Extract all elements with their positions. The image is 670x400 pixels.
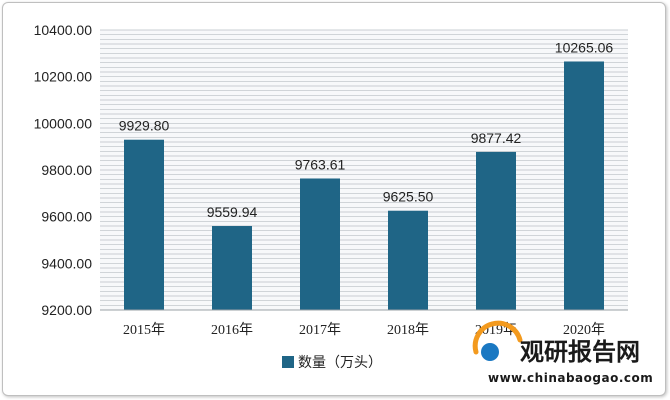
- x-tick-label: 2018年: [387, 322, 429, 338]
- data-label: 9763.61: [295, 156, 346, 172]
- gridlines: [100, 29, 628, 311]
- watermark-logo-icon: [472, 320, 523, 361]
- watermark-brand: 观研报告网: [520, 338, 640, 366]
- y-tick-label: 9400.00: [41, 255, 92, 271]
- legend-label: 数量（万头）: [298, 355, 382, 371]
- legend-swatch: [282, 356, 294, 368]
- data-label: 9625.50: [383, 189, 434, 205]
- watermark-url: www.chinabaogao.com: [488, 371, 653, 385]
- watermark: 观研报告网 www.chinabaogao.com: [472, 320, 653, 385]
- x-tick-label: 2016年: [211, 322, 253, 338]
- data-label: 9877.42: [471, 130, 522, 146]
- data-label: 9559.94: [207, 204, 258, 220]
- bar: [564, 61, 604, 311]
- y-tick-label: 10200.00: [34, 69, 93, 85]
- y-tick-label: 9800.00: [41, 162, 92, 178]
- y-tick-label: 10000.00: [34, 115, 93, 131]
- y-tick-label: 9200.00: [41, 302, 92, 318]
- y-tick-label: 10400.00: [34, 22, 93, 38]
- bar: [300, 178, 340, 310]
- legend: 数量（万头）: [282, 355, 382, 371]
- x-axis-ticks: 2015年 2016年 2017年 2018年 2019年 2020年: [123, 322, 605, 338]
- data-label: 10265.06: [555, 39, 614, 55]
- bar: [388, 210, 428, 310]
- bar: [212, 226, 252, 310]
- bars: [124, 61, 604, 311]
- y-axis-ticks: 9200.00 9400.00 9600.00 9800.00 10000.00 1020…: [34, 22, 93, 318]
- bar: [124, 139, 164, 310]
- x-tick-label: 2020年: [563, 322, 605, 338]
- y-tick-label: 9600.00: [41, 209, 92, 225]
- x-tick-label: 2017年: [299, 322, 341, 338]
- bar: [476, 151, 516, 310]
- data-label: 9929.80: [119, 118, 170, 134]
- data-labels: 9929.80 9559.94 9763.61 9625.50 9877.42 10265…: [119, 39, 614, 220]
- x-tick-label: 2015年: [123, 322, 165, 338]
